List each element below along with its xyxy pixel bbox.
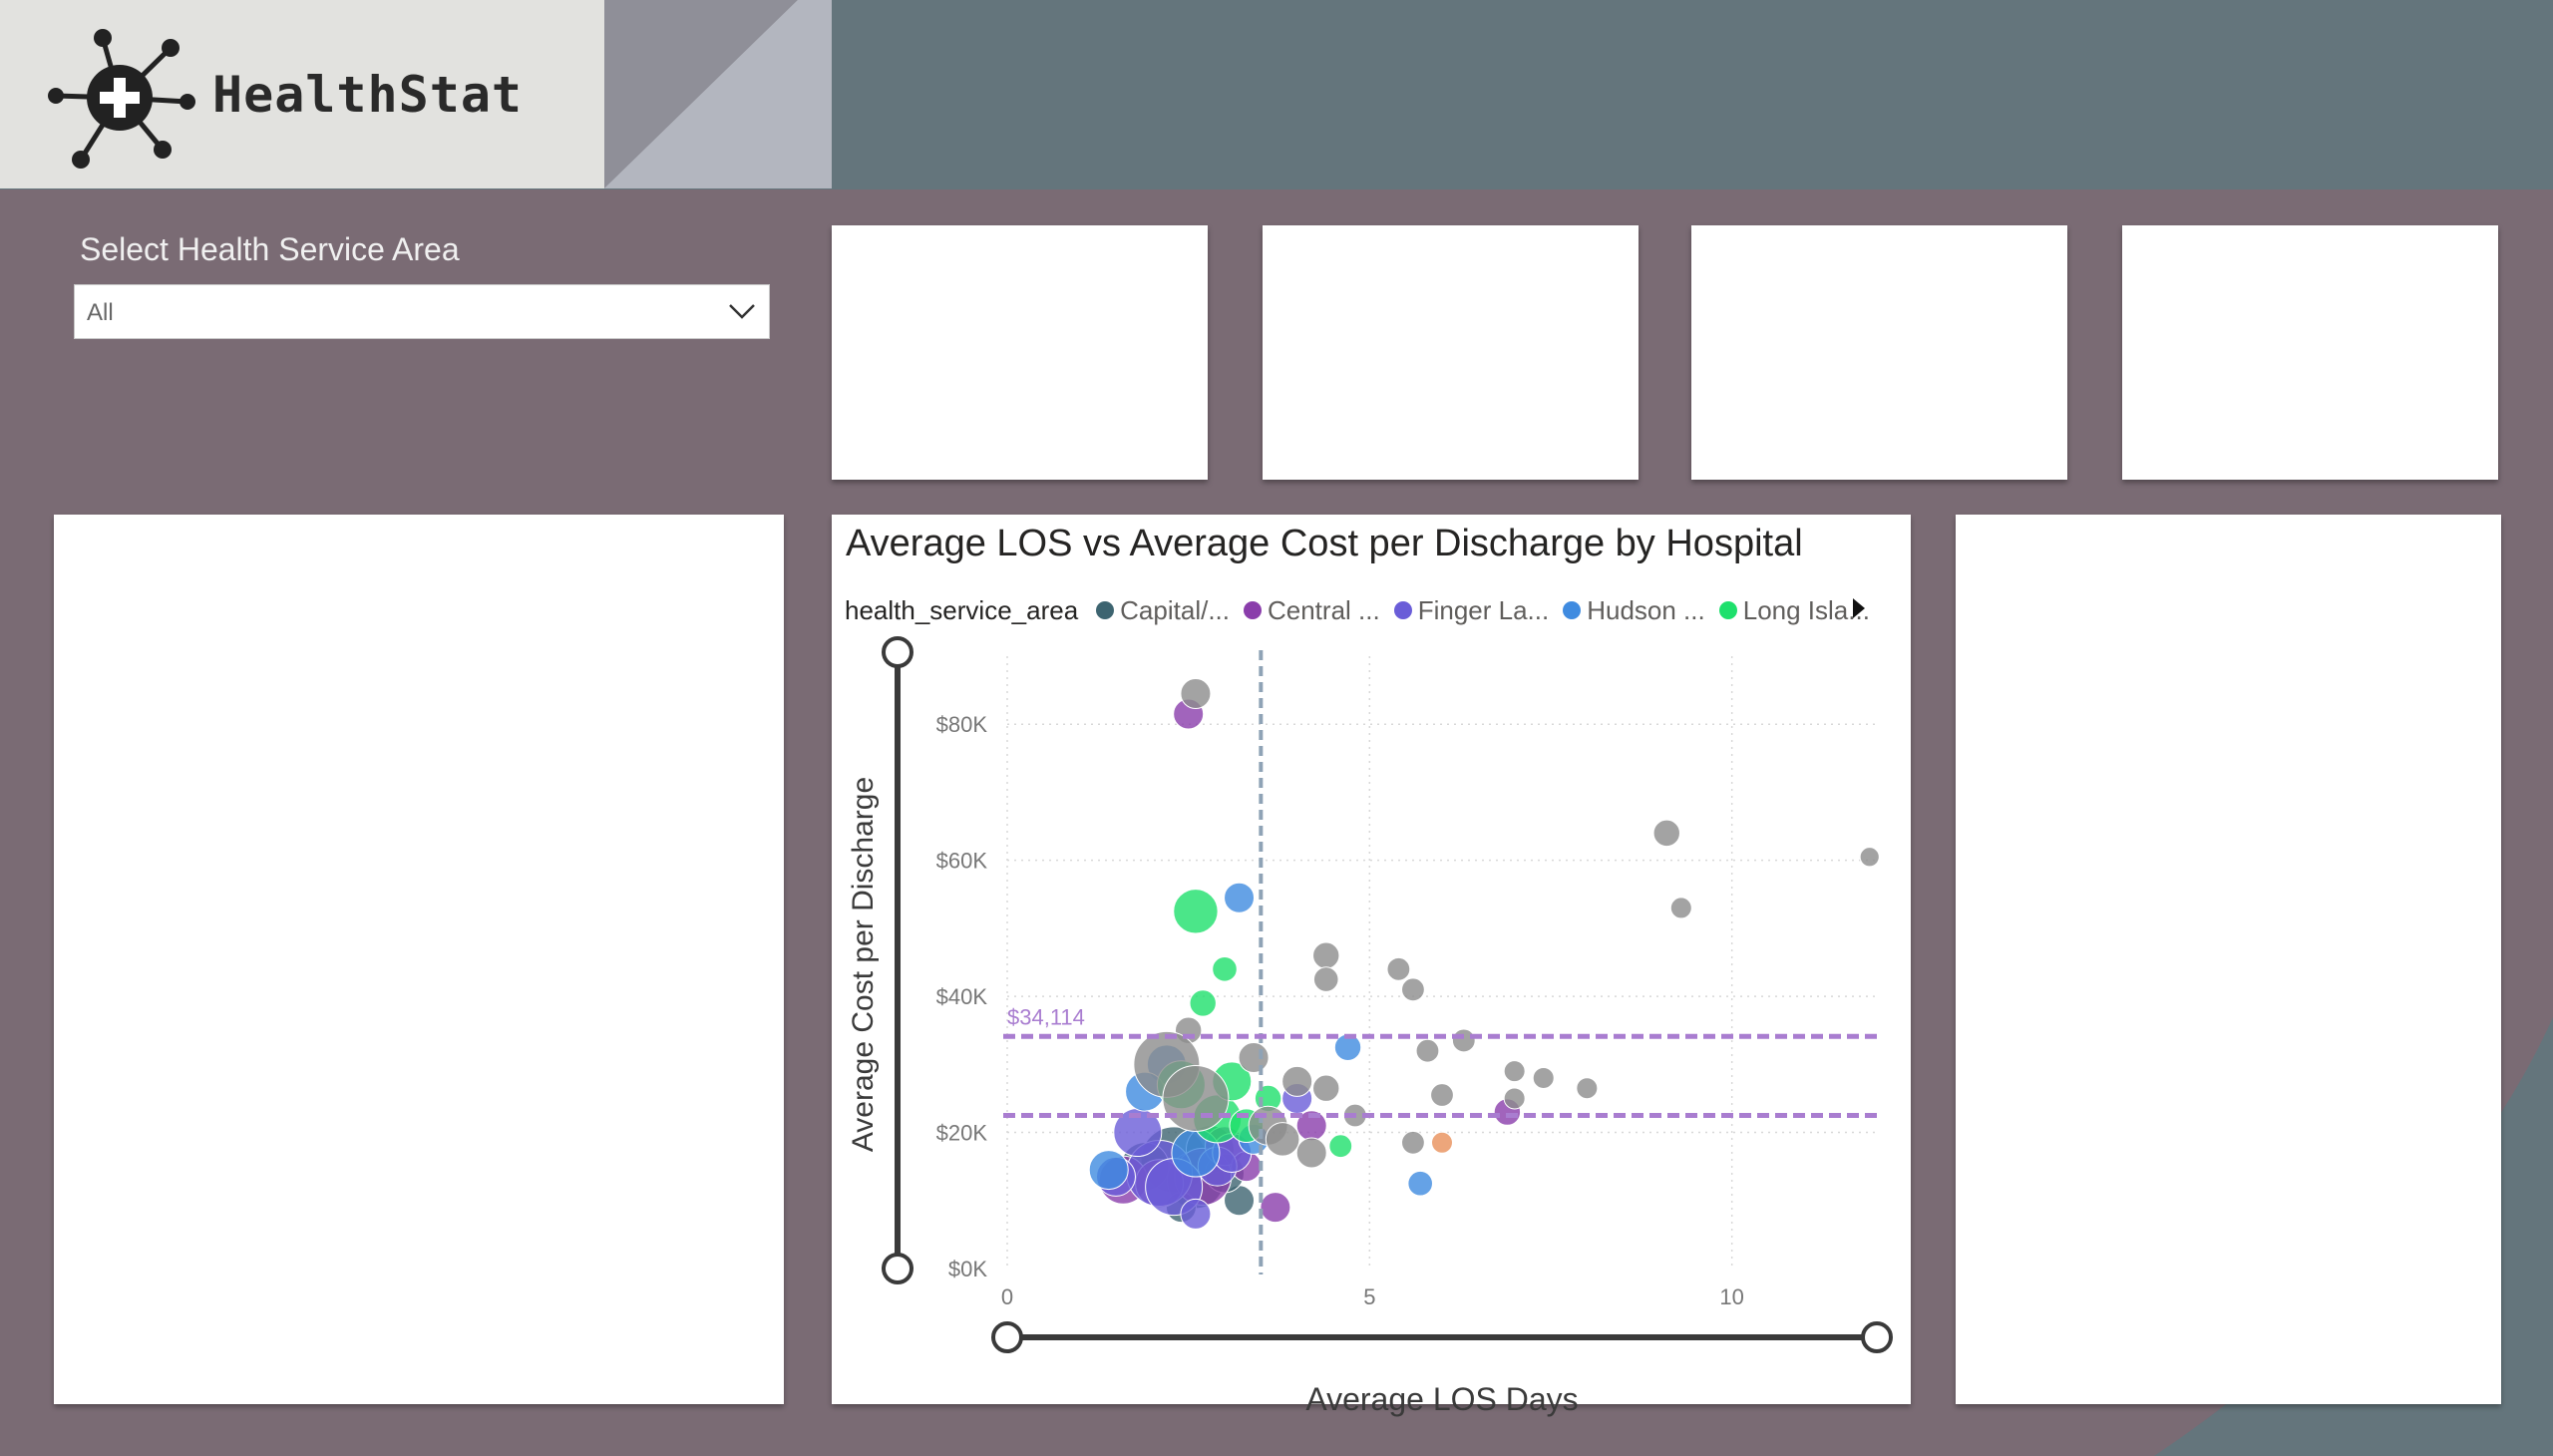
y-tick-label: $80K: [936, 712, 988, 737]
x-tick-label: 5: [1363, 1284, 1375, 1309]
legend-dot: [1243, 601, 1262, 619]
reference-line-label: $34,114: [1007, 1004, 1085, 1029]
kpi-card-4[interactable]: [2122, 225, 2498, 480]
x-axis-label: Average LOS Days: [1305, 1381, 1579, 1417]
caret-right-icon[interactable]: [1851, 596, 1867, 620]
header-logo: HealthStat: [0, 0, 604, 188]
slicer-title: Select Health Service Area: [80, 231, 460, 267]
y-zoom-slider-handle[interactable]: [882, 1253, 913, 1284]
legend-item-central[interactable]: Central ...: [1243, 594, 1380, 626]
scatter-chart[interactable]: $0K $20K $40K $60K $80K 0 5 10 $34,114: [832, 515, 1911, 1404]
chevron-down-icon: [729, 304, 755, 319]
legend-label: Long Isla...: [1742, 594, 1870, 625]
y-tick-label: $0K: [948, 1257, 987, 1281]
left-visual-panel[interactable]: [54, 515, 784, 1404]
legend-item-hudson[interactable]: Hudson ...: [1563, 595, 1705, 626]
legend-label: Capital/...: [1120, 594, 1230, 625]
health-service-area-dropdown[interactable]: All: [74, 284, 770, 339]
x-zoom-slider-handle[interactable]: [1861, 1321, 1893, 1353]
data-point[interactable]: [1180, 1198, 1212, 1230]
y-zoom-slider-handle[interactable]: [882, 636, 913, 668]
y-axis-label: Average Cost per Discharge: [847, 776, 880, 1153]
dropdown-value: All: [87, 299, 114, 326]
y-tick-label: $40K: [936, 984, 988, 1009]
data-point[interactable]: [1532, 1066, 1555, 1089]
data-point[interactable]: [1312, 941, 1340, 969]
x-tick-label: 0: [1001, 1284, 1013, 1309]
data-point[interactable]: [1415, 1038, 1440, 1063]
kpi-card-1[interactable]: [832, 225, 1208, 480]
data-point[interactable]: [1401, 977, 1425, 1002]
data-point[interactable]: [1260, 1192, 1291, 1224]
data-point[interactable]: [1189, 989, 1217, 1017]
data-point[interactable]: [1859, 847, 1880, 868]
legend-item-finger-lakes[interactable]: Finger La...: [1393, 594, 1550, 626]
data-point[interactable]: [1281, 1065, 1313, 1097]
data-point[interactable]: [1328, 1134, 1353, 1159]
data-point[interactable]: [1173, 889, 1219, 934]
y-tick-label: $60K: [936, 849, 988, 874]
data-point[interactable]: [1451, 1028, 1476, 1053]
legend-label: Finger La...: [1417, 594, 1550, 625]
data-point[interactable]: [1312, 966, 1339, 992]
data-point[interactable]: [1407, 1170, 1434, 1197]
chart-title: Average LOS vs Average Cost per Discharg…: [846, 523, 1803, 564]
legend-title: health_service_area: [845, 594, 1079, 625]
x-zoom-slider-handle[interactable]: [991, 1321, 1023, 1353]
data-point[interactable]: [1238, 1042, 1270, 1074]
legend-label: Hudson ...: [1587, 594, 1705, 625]
data-point[interactable]: [1576, 1077, 1599, 1100]
legend-label: Central ...: [1267, 594, 1380, 625]
data-point[interactable]: [1162, 1064, 1230, 1132]
data-point[interactable]: [1295, 1137, 1327, 1169]
medical-cross-network-icon: [48, 29, 195, 169]
data-point[interactable]: [1431, 1131, 1453, 1154]
data-point[interactable]: [1401, 1130, 1425, 1155]
data-point[interactable]: [1652, 819, 1680, 848]
y-tick-label: $20K: [936, 1121, 988, 1146]
data-point[interactable]: [1386, 956, 1411, 981]
legend-dot: [1393, 601, 1412, 619]
brand-name: HealthStat: [212, 66, 524, 124]
legend-item-capital[interactable]: Capital/...: [1096, 595, 1230, 626]
data-point[interactable]: [1224, 882, 1256, 913]
data-point[interactable]: [1265, 1122, 1300, 1157]
legend-dot: [1096, 601, 1115, 619]
kpi-card-3[interactable]: [1691, 225, 2067, 480]
x-tick-label: 10: [1719, 1284, 1743, 1309]
legend-dot: [1718, 601, 1737, 619]
chart-legend: health_service_area Capital/... Central …: [845, 592, 1884, 628]
right-visual-panel[interactable]: [1956, 515, 2501, 1404]
kpi-card-2[interactable]: [1263, 225, 1639, 480]
legend-item-long-island[interactable]: Long Isla...: [1718, 594, 1870, 626]
data-point[interactable]: [1503, 1060, 1526, 1083]
data-point[interactable]: [1669, 897, 1692, 919]
data-point[interactable]: [1212, 956, 1238, 982]
legend-dot: [1563, 601, 1582, 619]
data-point[interactable]: [1430, 1083, 1454, 1107]
data-point[interactable]: [1312, 1074, 1340, 1102]
data-point[interactable]: [1503, 1087, 1526, 1110]
data-point[interactable]: [1088, 1150, 1129, 1191]
scatter-chart-panel[interactable]: [832, 515, 1911, 1404]
data-point[interactable]: [1180, 678, 1212, 710]
